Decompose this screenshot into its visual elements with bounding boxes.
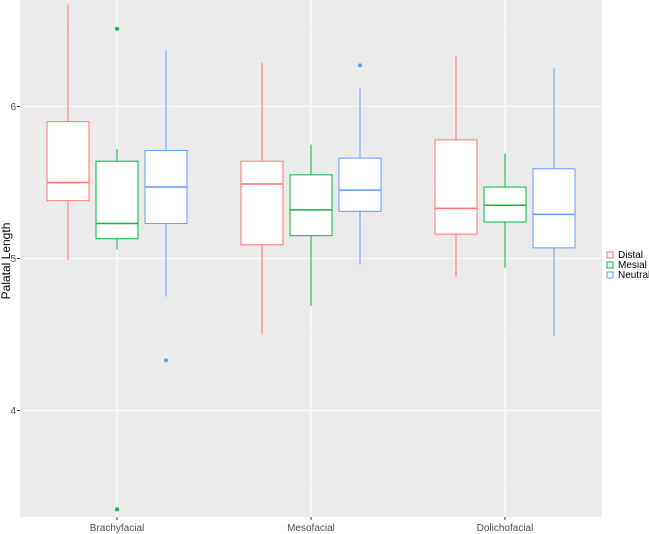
x-tick-label: Brachyfacial [90, 523, 144, 534]
outlier-point [164, 358, 168, 363]
legend-key [606, 261, 614, 269]
box-distal-mesofacial [240, 62, 284, 335]
box-neutral-dolichofacial [532, 68, 576, 337]
box-neutral-brachyfacial [144, 50, 188, 363]
box-mesial-dolichofacial [483, 153, 527, 268]
box-iqr [338, 157, 382, 212]
box-iqr [240, 160, 284, 246]
outlier-point [115, 507, 119, 512]
legend-key [606, 251, 614, 259]
box-iqr [434, 139, 478, 235]
outlier-point [115, 26, 119, 31]
box-iqr [46, 121, 90, 202]
box-distal-dolichofacial [434, 56, 478, 277]
legend-item-mesial: Mesial [606, 260, 647, 271]
y-tick-label: 5 [10, 254, 16, 265]
legend-label: Neutral [618, 270, 649, 281]
box-iqr [483, 186, 527, 223]
legend-item-distal: Distal [606, 250, 643, 261]
outlier-point [358, 63, 362, 68]
box-iqr [95, 160, 139, 240]
y-axis-title: Palatal Length [0, 223, 13, 300]
box-mesial-brachyfacial [95, 26, 139, 512]
legend-label: Distal [618, 250, 643, 261]
box-iqr [289, 174, 333, 237]
axes-layer: 4 5 6 Brachyfacial Mesofacial Dolichofacial [10, 102, 533, 534]
box-iqr [532, 168, 576, 249]
boxes-layer [46, 4, 576, 512]
legend-label: Mesial [618, 260, 647, 271]
x-tick-label: Mesofacial [287, 523, 335, 534]
y-tick-label: 6 [10, 102, 16, 113]
box-neutral-mesofacial [338, 63, 382, 265]
box-distal-brachyfacial [46, 4, 90, 261]
legend-item-neutral: Neutral [606, 270, 649, 281]
x-tick-label: Dolichofacial [477, 523, 534, 534]
y-tick-label: 4 [10, 406, 16, 417]
legend-key [606, 271, 614, 279]
box-mesial-mesofacial [289, 144, 333, 306]
